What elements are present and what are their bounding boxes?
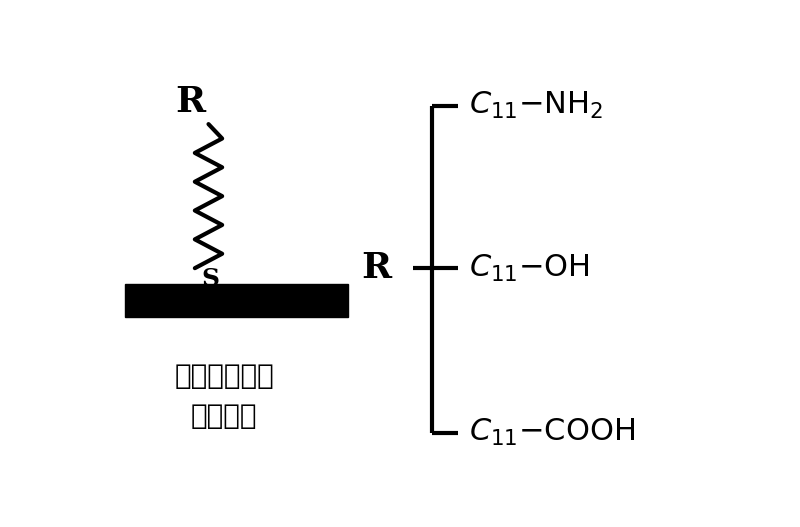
Text: $C_{11}$$\mathsf{-COOH}$: $C_{11}$$\mathsf{-COOH}$: [469, 417, 635, 448]
Text: R: R: [361, 251, 391, 285]
Text: S: S: [202, 267, 219, 291]
Text: $C_{11}$$\mathsf{-NH_2}$: $C_{11}$$\mathsf{-NH_2}$: [469, 90, 603, 121]
Text: R: R: [175, 85, 205, 119]
Polygon shape: [125, 285, 348, 317]
Text: $C_{11}$$\mathsf{-OH}$: $C_{11}$$\mathsf{-OH}$: [469, 252, 590, 284]
Text: 三个单分子层: 三个单分子层: [174, 362, 274, 389]
Text: 修饰表面: 修饰表面: [190, 402, 258, 430]
